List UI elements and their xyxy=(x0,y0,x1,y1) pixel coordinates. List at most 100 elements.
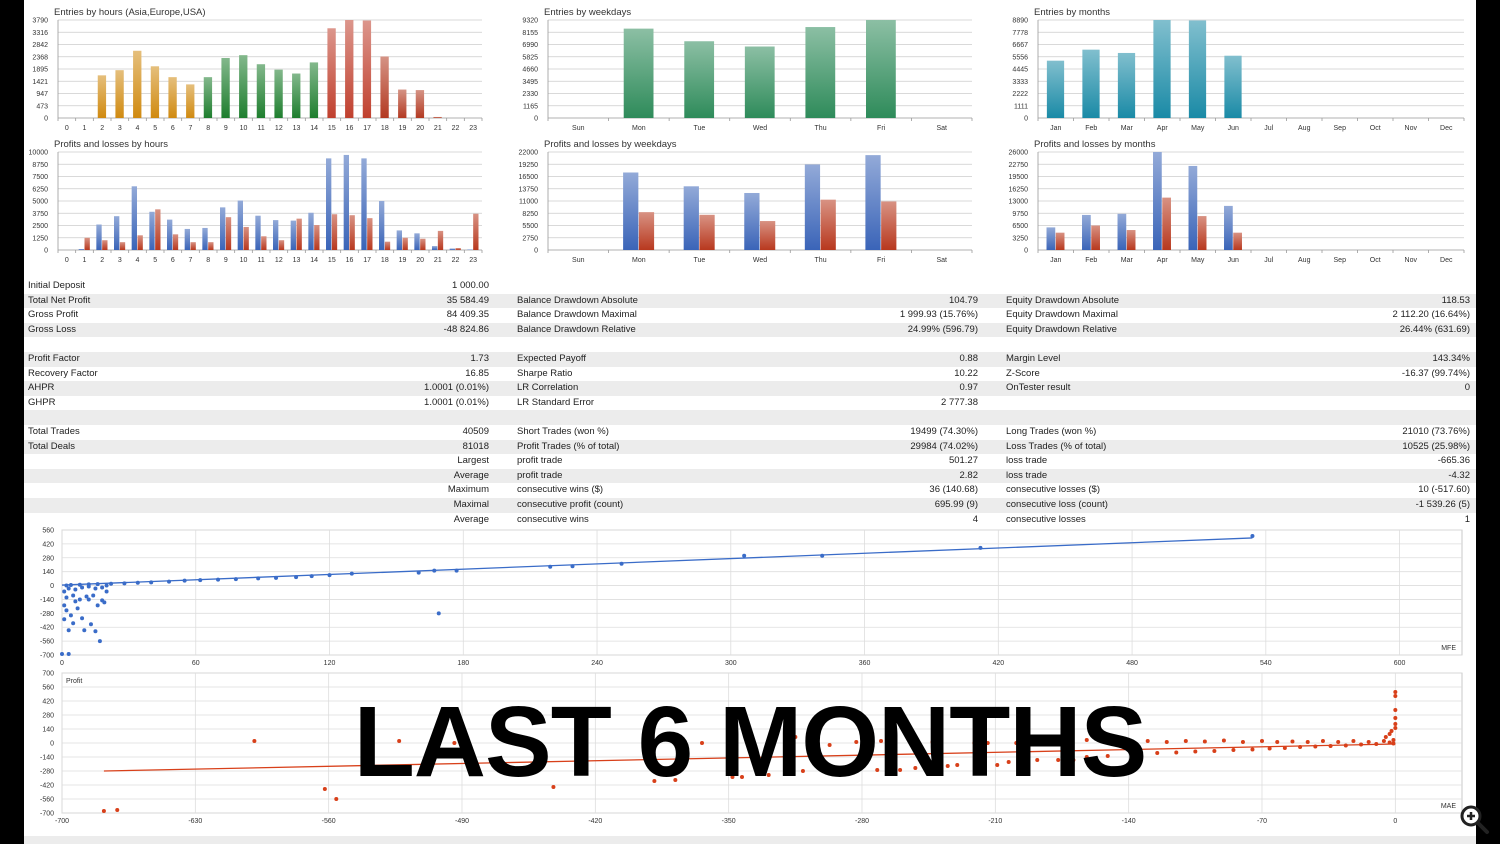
bar xyxy=(296,218,302,250)
bar xyxy=(414,233,420,250)
y-tick-label: 947 xyxy=(36,91,48,98)
y-tick-label: -700 xyxy=(40,653,54,660)
bar xyxy=(186,84,195,118)
x-tick-label: 1 xyxy=(83,257,87,264)
y-tick-label: 2842 xyxy=(32,42,48,49)
stat-label: Balance Drawdown Maximal xyxy=(517,309,637,321)
x-tick-label: Fri xyxy=(877,257,886,264)
scatter-point xyxy=(66,586,71,591)
bar xyxy=(449,248,455,250)
scatter-point xyxy=(1393,716,1398,720)
stats-row: Average consecutive wins 4 consecutive loss… xyxy=(24,513,1476,528)
scatter-point xyxy=(840,766,845,770)
x-tick-label: 16 xyxy=(346,257,354,264)
x-tick-label: Sun xyxy=(572,257,585,264)
scatter-point xyxy=(1164,740,1169,744)
scatter-point xyxy=(102,600,107,605)
scatter-point xyxy=(742,553,747,558)
bar xyxy=(1188,165,1198,250)
footer-row xyxy=(24,836,1476,844)
scatter-point xyxy=(1071,758,1076,762)
x-tick-label: 0 xyxy=(60,660,64,667)
bar xyxy=(326,158,332,250)
x-tick-label: -280 xyxy=(855,818,869,825)
stat-value: 10 (-517.60) xyxy=(1418,484,1470,496)
y-tick-label: 10000 xyxy=(29,150,49,157)
y-tick-label: 4445 xyxy=(1012,67,1028,74)
stat-value: 0.97 xyxy=(959,382,979,394)
x-tick-label: 15 xyxy=(328,125,336,132)
scatter-point xyxy=(77,597,82,602)
bar xyxy=(760,221,776,250)
scatter-point xyxy=(898,768,903,772)
x-tick-label: Mar xyxy=(1121,125,1134,132)
bar xyxy=(102,240,108,250)
stat-label: Total Deals xyxy=(28,440,75,452)
bar xyxy=(114,216,120,250)
scatter-point xyxy=(1387,732,1392,736)
y-tick-label: 6667 xyxy=(1012,42,1028,49)
y-tick-label: 5825 xyxy=(522,54,538,61)
scatter-point xyxy=(1212,749,1217,753)
x-tick-label: Nov xyxy=(1405,125,1418,132)
x-tick-label: 480 xyxy=(1126,660,1138,667)
scatter-point xyxy=(783,738,788,742)
chart-mae-scatter: -700-560-420-280-1400140280420560700-700… xyxy=(40,671,1463,825)
x-tick-label: Feb xyxy=(1085,125,1097,132)
bar xyxy=(865,155,881,250)
scatter-point xyxy=(322,787,327,791)
bar xyxy=(473,213,479,250)
stat-label: Expected Payoff xyxy=(517,352,587,364)
chart-title: Profits and losses by months xyxy=(1034,139,1156,150)
bar xyxy=(881,201,897,250)
x-tick-label: 4 xyxy=(136,257,140,264)
scatter-point xyxy=(1021,760,1026,764)
x-tick-label: 21 xyxy=(434,257,442,264)
x-tick-label: 1 xyxy=(83,125,87,132)
y-tick-label: 8155 xyxy=(522,30,538,37)
stats-row: Total Trades 40509 Short Trades (won %) 194… xyxy=(24,425,1476,440)
scatter-point xyxy=(909,740,914,744)
x-tick-label: 10 xyxy=(240,125,248,132)
y-tick-label: 13750 xyxy=(519,186,539,193)
y-tick-label: -280 xyxy=(40,769,54,776)
x-tick-label: Mon xyxy=(632,257,646,264)
x-tick-label: May xyxy=(1191,125,1205,132)
x-tick-label: -350 xyxy=(722,818,736,825)
stat-value: -4.32 xyxy=(1448,469,1470,481)
x-tick-label: -140 xyxy=(1122,818,1136,825)
y-tick-label: 3495 xyxy=(522,79,538,86)
x-tick-label: Jul xyxy=(1264,125,1273,132)
x-tick-label: 22 xyxy=(452,125,460,132)
x-tick-label: Dec xyxy=(1440,125,1453,132)
bar xyxy=(327,28,336,118)
y-tick-label: 16250 xyxy=(1009,186,1029,193)
scatter-point xyxy=(766,773,771,777)
scatter-point xyxy=(985,741,990,745)
stats-row: Initial Deposit 1 000.00 xyxy=(24,279,1476,294)
bar xyxy=(255,215,261,250)
scatter-point xyxy=(1120,738,1125,742)
stat-value: -16.37 (99.74%) xyxy=(1401,367,1470,379)
stat-value: -48 824.86 xyxy=(443,323,489,335)
stat-label: Loss Trades (% of total) xyxy=(1006,440,1107,452)
stat-value: 40509 xyxy=(462,425,489,437)
stat-label: AHPR xyxy=(28,382,55,394)
stat-value: Maximal xyxy=(453,498,489,510)
chart-title: Profits and losses by hours xyxy=(54,139,168,150)
zoom-in-button[interactable] xyxy=(1458,803,1490,835)
stat-label: OnTester result xyxy=(1006,382,1071,394)
bar xyxy=(1117,213,1127,250)
stat-value: 0.88 xyxy=(959,352,979,364)
y-tick-label: 6500 xyxy=(1012,223,1028,230)
stat-value: 35 584.49 xyxy=(446,294,489,306)
bar xyxy=(1162,197,1171,250)
y-tick-label: 6990 xyxy=(522,42,538,49)
x-tick-label: -70 xyxy=(1257,818,1267,825)
x-tick-label: Sat xyxy=(936,257,947,264)
stat-value: 2 777.38 xyxy=(941,396,978,408)
bar xyxy=(225,217,232,250)
scatter-point xyxy=(91,593,96,598)
scatter-point xyxy=(88,622,93,627)
x-tick-label: 9 xyxy=(224,125,228,132)
